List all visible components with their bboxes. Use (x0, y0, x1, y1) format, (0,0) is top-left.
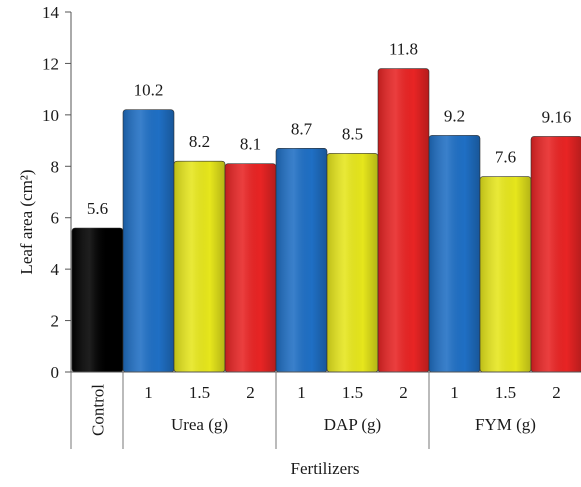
x-tick-label: 1 (297, 383, 306, 402)
bar-value-label: 5.6 (87, 199, 108, 218)
bar-value-label: 8.1 (240, 135, 261, 154)
y-tick-label: 2 (51, 312, 60, 331)
group-label: Control (89, 384, 108, 436)
bar-shade (480, 176, 531, 372)
bar-shade (72, 228, 123, 372)
y-tick-label: 10 (42, 106, 59, 125)
bar-value-label: 8.5 (342, 124, 363, 143)
x-axis-label: Fertilizers (291, 459, 360, 478)
bar-value-label: 10.2 (134, 81, 164, 100)
y-tick-label: 0 (51, 363, 60, 382)
bar-shade (429, 135, 480, 372)
group-label: DAP (g) (324, 415, 381, 434)
y-tick-label: 8 (51, 157, 60, 176)
y-tick-label: 14 (42, 3, 60, 22)
bar-value-label: 8.2 (189, 132, 210, 151)
bar-value-label: 9.2 (444, 106, 465, 125)
x-tick-label: 1 (450, 383, 459, 402)
y-tick-label: 4 (51, 260, 60, 279)
y-tick-label: 6 (51, 209, 60, 228)
y-axis-label: Leaf area (cm²) (17, 169, 36, 274)
group-label: Urea (g) (171, 415, 228, 434)
bar-shade (174, 161, 225, 372)
x-tick-label: 1.5 (189, 383, 210, 402)
plot-area: 024681012145.6Control10.218.21.58.12Urea… (42, 3, 581, 449)
y-tick-label: 12 (42, 54, 59, 73)
bar-shade (276, 148, 327, 372)
x-tick-label: 2 (399, 383, 408, 402)
bar-shade (225, 163, 276, 372)
bar-value-label: 11.8 (389, 40, 418, 59)
bar-shade (123, 109, 174, 372)
bar-value-label: 8.7 (291, 119, 313, 138)
bar-shade (378, 68, 429, 373)
bar-shade (531, 136, 581, 372)
bar-value-label: 9.16 (542, 107, 572, 126)
bar-value-label: 7.6 (495, 148, 516, 167)
x-tick-label: 2 (552, 383, 561, 402)
group-label: FYM (g) (475, 415, 536, 434)
bar-shade (327, 153, 378, 372)
x-tick-label: 2 (246, 383, 255, 402)
x-tick-label: 1.5 (342, 383, 363, 402)
x-tick-label: 1 (144, 383, 153, 402)
x-tick-label: 1.5 (495, 383, 516, 402)
